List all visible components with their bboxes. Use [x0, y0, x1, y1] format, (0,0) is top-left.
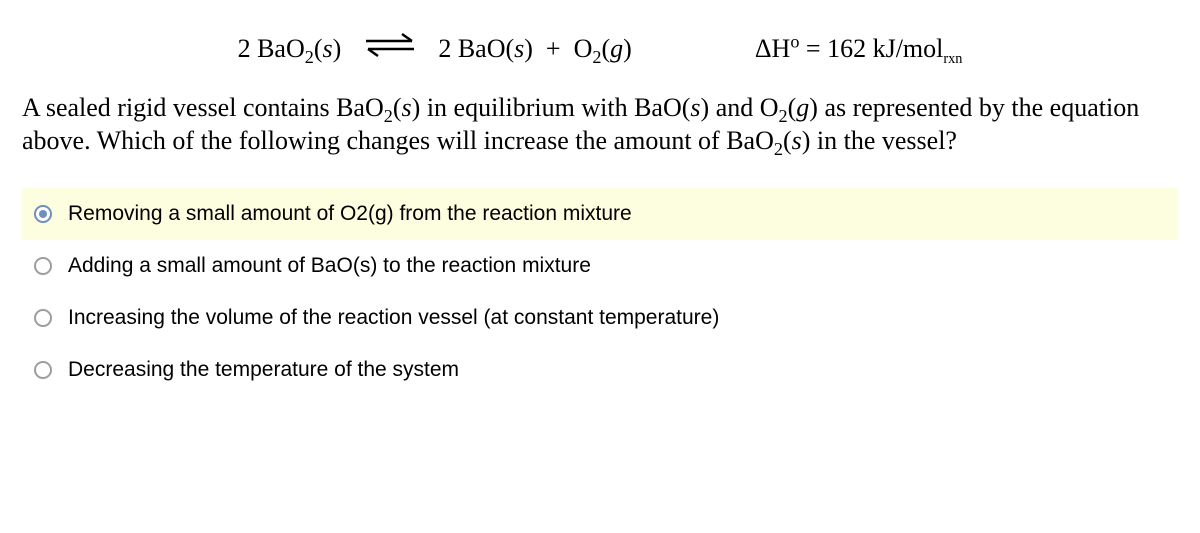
equation-right: 2 BaO(s) + O2(g)	[438, 34, 632, 64]
option-label: Increasing the volume of the reaction ve…	[68, 306, 719, 330]
equation-line: 2 BaO2(s) 2 BaO(s) + O2(g) ΔHo = 162 kJ/…	[22, 30, 1178, 67]
radio-icon[interactable]	[34, 257, 52, 275]
radio-icon[interactable]	[34, 205, 52, 223]
option-c[interactable]: Increasing the volume of the reaction ve…	[22, 292, 1178, 344]
question-stem: A sealed rigid vessel contains BaO2(s) i…	[22, 91, 1178, 158]
option-d[interactable]: Decreasing the temperature of the system	[22, 344, 1178, 396]
equilibrium-arrow-icon	[362, 30, 418, 67]
option-label: Adding a small amount of BaO(s) to the r…	[68, 254, 591, 278]
options-group: Removing a small amount of O2(g) from th…	[22, 188, 1178, 396]
equation-left: 2 BaO2(s)	[238, 34, 342, 64]
option-b[interactable]: Adding a small amount of BaO(s) to the r…	[22, 240, 1178, 292]
option-label: Removing a small amount of O2(g) from th…	[68, 202, 632, 226]
option-a[interactable]: Removing a small amount of O2(g) from th…	[22, 188, 1178, 240]
delta-h: ΔHo = 162 kJ/molrxn	[755, 34, 963, 64]
radio-icon[interactable]	[34, 309, 52, 327]
radio-icon[interactable]	[34, 361, 52, 379]
option-label: Decreasing the temperature of the system	[68, 358, 459, 382]
question-page: 2 BaO2(s) 2 BaO(s) + O2(g) ΔHo = 162 kJ/…	[0, 0, 1200, 416]
